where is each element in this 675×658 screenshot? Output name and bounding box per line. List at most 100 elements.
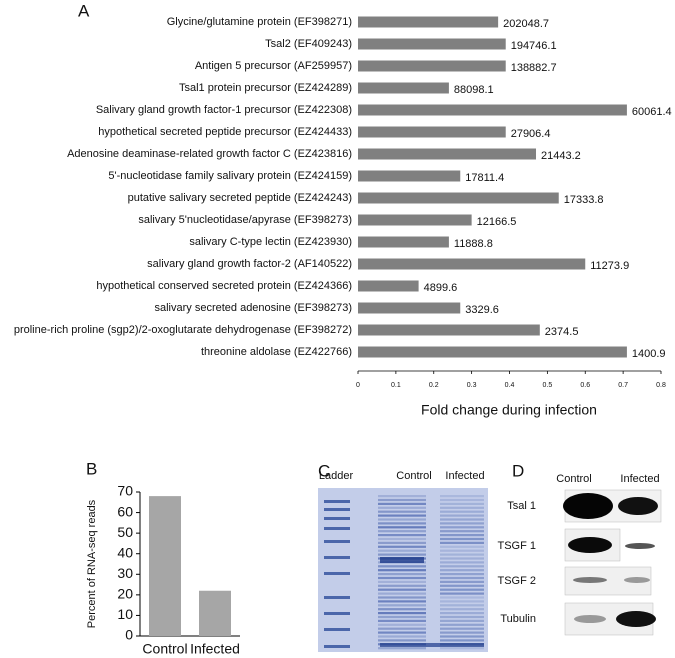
- column-label: Infected: [620, 473, 659, 485]
- bar: [358, 148, 537, 160]
- row-label: TSGF 1: [497, 540, 536, 552]
- band: [440, 565, 484, 568]
- band: [440, 530, 484, 533]
- bar: [358, 126, 506, 138]
- band: [440, 526, 484, 529]
- band: [324, 645, 350, 648]
- bar-annotation: 11273.9: [590, 260, 629, 272]
- category-label: Tsal2 (EF409243): [265, 38, 352, 50]
- band: [440, 541, 484, 544]
- band: [378, 619, 426, 622]
- x-tick-label: 0: [356, 382, 360, 389]
- band: [440, 545, 484, 548]
- band: [378, 565, 426, 568]
- band: [440, 549, 484, 552]
- band: [378, 580, 426, 583]
- bar-annotation: 4899.6: [424, 282, 458, 294]
- band: [324, 517, 350, 520]
- band: [380, 557, 424, 563]
- band: [378, 498, 426, 502]
- lane-label: Ladder: [319, 470, 354, 482]
- band: [378, 631, 426, 634]
- band: [440, 534, 484, 537]
- panel-label: C: [318, 461, 330, 480]
- band: [324, 572, 350, 575]
- category-label: Salivary gland growth factor-1 precursor…: [96, 104, 352, 116]
- band: [378, 549, 426, 552]
- band: [378, 569, 426, 572]
- bar-annotation: 17811.4: [465, 172, 504, 184]
- band: [324, 540, 350, 543]
- bar: [358, 280, 419, 292]
- band: [440, 573, 484, 576]
- bar-annotation: 17333.8: [564, 194, 604, 206]
- category-label: putative salivary secreted peptide (EZ42…: [128, 192, 352, 204]
- bar-annotation: 194746.1: [511, 40, 557, 52]
- y-tick-label: 20: [117, 586, 133, 602]
- bar: [358, 192, 559, 204]
- band: [440, 600, 484, 603]
- lane-label: Control: [396, 470, 431, 482]
- band: [378, 596, 426, 599]
- bar-annotation: 88098.1: [454, 84, 494, 96]
- band: [324, 612, 350, 615]
- band: [378, 522, 426, 525]
- band: [324, 596, 350, 599]
- band: [440, 639, 484, 642]
- category-label: Antigen 5 precursor (AF259957): [195, 60, 352, 72]
- band: [440, 502, 484, 505]
- bar-annotation: 3329.6: [465, 304, 499, 316]
- category-label: salivary gland growth factor-2 (AF140522…: [147, 258, 352, 270]
- gel-bands: [324, 495, 484, 650]
- band: [378, 541, 426, 544]
- band: [440, 506, 484, 509]
- band: [378, 600, 426, 603]
- category-label: 5'-nucleotidase family salivary protein …: [108, 170, 352, 182]
- band: [378, 495, 426, 498]
- bar: [358, 214, 472, 226]
- band: [440, 510, 484, 513]
- band: [440, 596, 484, 599]
- band: [324, 527, 350, 530]
- bar-annotation: 138882.7: [511, 62, 557, 74]
- bar-annotation: 202048.7: [503, 18, 549, 30]
- band: [440, 557, 484, 560]
- band: [440, 553, 484, 556]
- x-tick-label: 0.3: [467, 382, 477, 389]
- band: [378, 608, 426, 611]
- bar: [358, 60, 506, 72]
- x-tick-label: 0.1: [391, 382, 401, 389]
- category-label: hypothetical secreted peptide precursor …: [98, 126, 352, 138]
- band: [440, 576, 484, 580]
- bar: [358, 104, 627, 116]
- band: [378, 514, 426, 517]
- band: [378, 584, 426, 587]
- band: [324, 500, 350, 503]
- band: [440, 498, 484, 502]
- band: [378, 526, 426, 529]
- band: [378, 573, 426, 576]
- band: [440, 612, 484, 615]
- bar-annotation: 21443.2: [541, 150, 581, 162]
- band: [440, 580, 484, 583]
- panel-label: D: [512, 461, 524, 480]
- band: [440, 619, 484, 622]
- bar-annotation: 60061.4: [632, 106, 672, 118]
- category-label: proline-rich proline (sgp2)/2-oxoglutara…: [14, 324, 352, 336]
- x-tick-label: 0.2: [429, 382, 439, 389]
- y-tick-label: 30: [117, 565, 133, 581]
- band: [378, 506, 426, 509]
- band: [378, 623, 426, 626]
- category-label: Glycine/glutamine protein (EF398271): [167, 16, 352, 28]
- y-tick-label: 60: [117, 503, 133, 519]
- band: [378, 627, 426, 630]
- bar-annotation: 27906.4: [511, 128, 551, 140]
- band: [440, 518, 484, 521]
- band: [440, 608, 484, 611]
- band: [378, 639, 426, 642]
- band: [378, 612, 426, 615]
- band: [440, 588, 484, 591]
- category-label: salivary secreted adenosine (EF398273): [154, 302, 352, 314]
